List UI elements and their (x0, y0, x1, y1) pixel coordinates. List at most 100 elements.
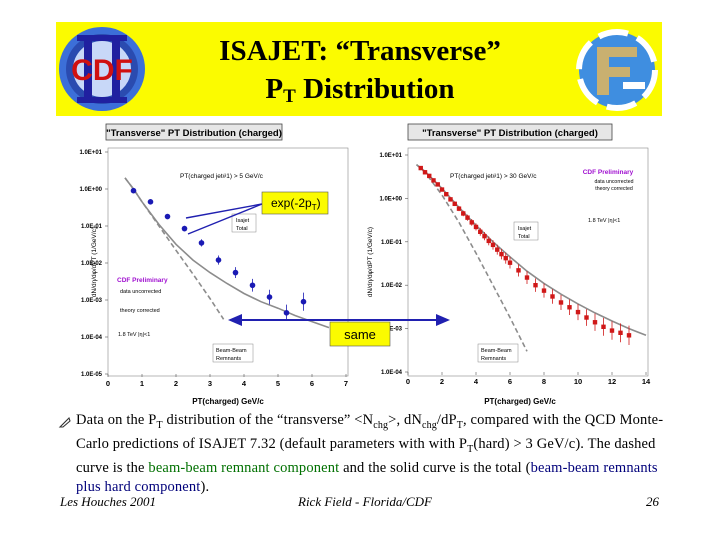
left-bb-box (212, 343, 254, 363)
y-tick-label: 1.0E-02 (381, 283, 403, 289)
x-tick-label: 7 (344, 379, 348, 388)
decorative-logo-icon (576, 29, 658, 111)
y-tick-label: 1.0E+01 (379, 153, 402, 159)
title-line2: Distribution (295, 73, 455, 105)
data-point (495, 247, 500, 252)
left-marks (124, 177, 330, 329)
left-ylabel: dN/dη/dφ/dPT (1/GeV/c) (91, 227, 98, 297)
data-point (469, 220, 474, 225)
title-line1: ISAJET: “Transverse” (219, 35, 501, 67)
x-tick-label: 12 (608, 377, 616, 386)
left-chart-title-box (105, 123, 283, 141)
data-point (524, 275, 530, 280)
left-isajet-label: Isajet (236, 218, 250, 224)
caption-part: >, dN (388, 412, 423, 428)
footer-author: Rick Field - Florida/CDF (298, 494, 432, 509)
exp-callout-line2 (187, 203, 263, 235)
data-point (516, 268, 521, 273)
data-point (473, 224, 479, 230)
data-point (456, 206, 462, 211)
data-point (482, 233, 487, 239)
left-bb2: Remnants (216, 356, 241, 362)
data-point (130, 187, 137, 194)
data-point (232, 269, 239, 276)
cdf-logo: CDF (59, 27, 145, 111)
x-tick-label: 14 (642, 377, 651, 386)
caption-total-desc: beam-beam remnants plus hard component (76, 459, 658, 495)
right-prelim-label: CDF Preliminary (583, 169, 634, 176)
data-point (486, 238, 491, 244)
y-tick-label: 1.0E-05 (81, 372, 103, 378)
right-cut-label: PT(charged jet#1) > 30 GeV/c (450, 173, 537, 180)
right-xlabel: PT(charged) GeV/c (484, 397, 556, 406)
right-plot-frame (407, 147, 649, 377)
data-point (164, 213, 171, 220)
right-bb2: Remnants (481, 356, 506, 362)
caption-beam-beam: beam-beam remnant component (148, 459, 340, 476)
right-chart-title-box (407, 123, 613, 141)
right-chart-title: "Transverse" PT Distribution (charged) (422, 128, 598, 139)
left-isajet-box (231, 213, 257, 233)
right-bb-box (477, 343, 519, 363)
data-point (249, 282, 256, 289)
data-point (300, 298, 307, 305)
right-bb1: Beam-Beam (481, 348, 512, 354)
y-tick-label: 1.0E+00 (79, 187, 102, 193)
left-bb1: Beam-Beam (216, 348, 247, 354)
bullet-icon (58, 416, 71, 428)
slide-header (56, 22, 662, 116)
data-point (592, 320, 598, 325)
right-prelim-sub2: theory corrected (595, 186, 633, 192)
data-point (461, 211, 466, 216)
data-point (418, 165, 423, 171)
data-point (215, 257, 222, 263)
caption-sub: T (467, 443, 474, 455)
right-isajet-label: Isajet (518, 226, 532, 232)
caption-part: ). (200, 478, 210, 495)
left-cut-label: PT(charged jet#1) > 5 GeV/c (180, 173, 264, 180)
data-point (575, 309, 581, 315)
data-point (567, 305, 572, 310)
right-prelim-sub1: data uncorrected (595, 179, 634, 185)
right-isajet-box (513, 221, 539, 241)
x-tick-label: 2 (174, 379, 178, 388)
left-ticks: 1.0E+01 1.0E+00 1.0E-01 1.0E-02 1.0E-03 1.0E-… (79, 150, 348, 388)
title-pt: P (265, 73, 284, 105)
caption-part: Data on the P (76, 412, 157, 428)
data-point (507, 260, 513, 265)
data-point (147, 199, 154, 205)
data-point (465, 215, 470, 220)
data-point (452, 201, 457, 207)
caption-part: , compared with the QCD Monte-Carlo pred… (76, 412, 664, 452)
y-tick-label: 1.0E-03 (381, 327, 403, 333)
y-tick-label: 1.0E+00 (379, 196, 402, 202)
footer-page-number: 26 (646, 494, 659, 509)
data-point (181, 225, 188, 232)
data-point (584, 315, 589, 320)
left-prelim-sub1: data uncorrected (120, 289, 161, 295)
x-tick-label: 10 (574, 377, 582, 386)
x-tick-label: 3 (208, 379, 212, 388)
beam-beam-curve (124, 177, 225, 320)
data-point (626, 333, 632, 338)
data-point (533, 283, 538, 288)
data-point (609, 328, 615, 333)
data-point (499, 251, 504, 257)
plots-area (56, 118, 662, 408)
exp-callout-text: exp(-2pT) (271, 196, 321, 212)
caption-sub: T (156, 419, 163, 431)
data-point (283, 310, 290, 316)
y-tick-label: 1.0E-02 (81, 261, 103, 267)
y-tick-label: 1.0E-03 (81, 298, 103, 304)
x-tick-label: 4 (242, 379, 247, 388)
data-point (431, 178, 436, 183)
exp-callout-box (261, 191, 329, 215)
data-point (448, 197, 453, 202)
caption-part: /dP (436, 412, 457, 428)
data-point (422, 170, 428, 175)
x-tick-label: 6 (508, 377, 512, 386)
data-point (427, 173, 432, 179)
same-arrow-left-head (228, 314, 242, 326)
y-tick-label: 1.0E-01 (381, 240, 403, 246)
left-chart: "Transverse" PT Distribution (charged) P… (79, 123, 349, 406)
